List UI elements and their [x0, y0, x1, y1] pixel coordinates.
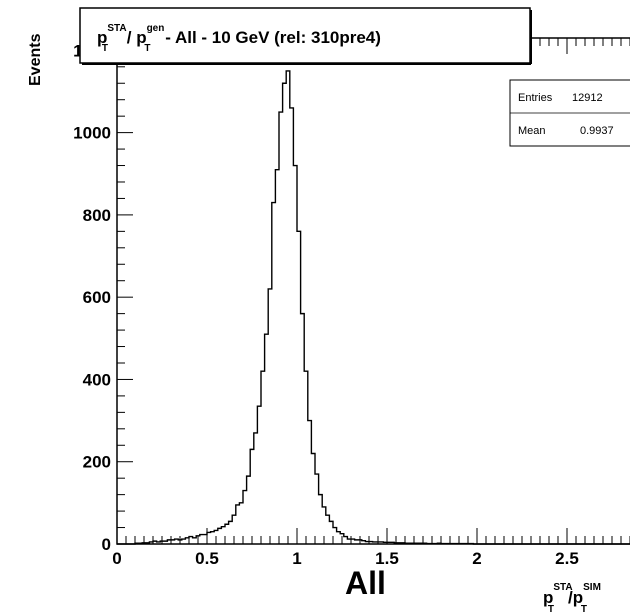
category-annotation: All [345, 565, 386, 601]
stats-entries-value: 12912 [572, 92, 603, 104]
y-tick-label: 200 [83, 453, 111, 472]
x-tick-label: 0.5 [195, 549, 219, 568]
chart-title: pSTA T / pgen T - All - 10 GeV (rel: 310pr… [97, 23, 381, 54]
x-tick-label: 0 [112, 549, 121, 568]
stats-entries-label: Entries [518, 92, 553, 104]
y-tick-label: 0 [102, 535, 111, 554]
x-axis-tick-labels: 00.511.522.53 [112, 549, 579, 568]
y-tick-label: 400 [83, 370, 111, 389]
y-axis-label: Events [27, 33, 44, 86]
x-tick-label: 2 [472, 549, 481, 568]
y-axis-tick-labels: 020040060080010001200 [73, 41, 111, 554]
y-tick-label: 800 [83, 206, 111, 225]
stats-mean-value: 0.9937 [580, 125, 614, 137]
x-axis-label: pSTA T/pSIM T [543, 582, 601, 615]
histogram-line [117, 70, 630, 545]
x-tick-label: 1.5 [375, 549, 399, 568]
y-axis-ticks [117, 49, 133, 545]
chart-title-box: pSTA T / pgen T - All - 10 GeV (rel: 310pr… [79, 7, 532, 65]
y-tick-label: 600 [83, 288, 111, 307]
x-tick-label: 2.5 [555, 549, 579, 568]
stats-box: Entries 12912 Mean 0.9937 [509, 79, 630, 147]
x-tick-label: 1 [292, 549, 301, 568]
y-tick-label: 1000 [73, 124, 111, 143]
stats-mean-label: Mean [518, 125, 546, 137]
